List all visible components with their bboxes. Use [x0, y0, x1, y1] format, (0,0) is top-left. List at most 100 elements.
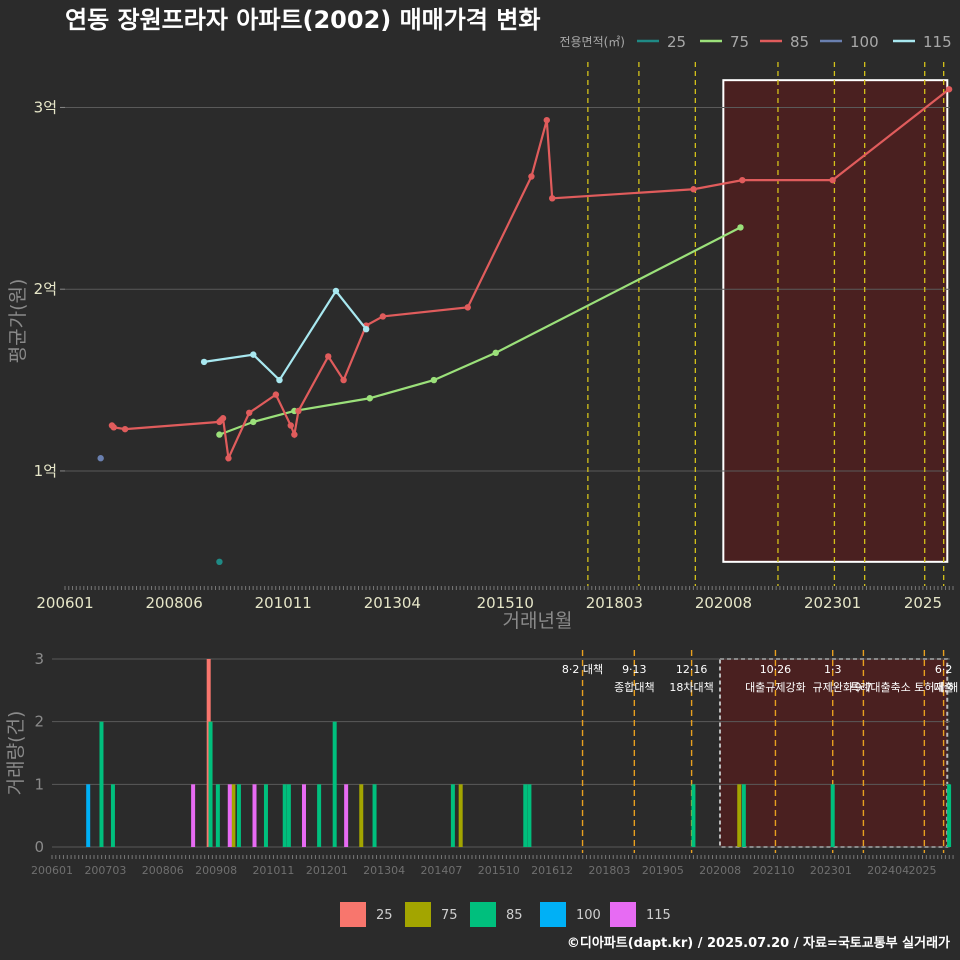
policy-annotation: 8·2 대책: [562, 663, 603, 676]
volume-panel: 0 1 2 3 8·2 대책 9·13 종합대책 12·16 18차대책 10·26 대출규제강화 1…: [5, 650, 958, 877]
volume-x-tick-label: 201803: [588, 864, 630, 877]
data-point-100: [97, 455, 104, 462]
volume-bar-75: [359, 784, 364, 847]
volume-x-tick-label: 200601: [31, 864, 73, 877]
volume-y-axis-title: 거래량(건): [5, 711, 27, 796]
x-tick-label: 200806: [145, 594, 202, 612]
volume-x-tick-label: 201201: [306, 864, 348, 877]
legend-label-25: 25: [667, 33, 686, 51]
y-tick-label: 3억: [34, 98, 57, 116]
legend-label-100: 100: [850, 33, 879, 51]
volume-bar-85: [450, 784, 455, 847]
volume-y-tick-label: 2: [34, 713, 44, 731]
volume-legend-swatch-115: [610, 902, 636, 927]
data-point-85: [225, 455, 232, 462]
policy-annotation: 6·2: [935, 663, 953, 676]
volume-x-tick-label: 202404: [867, 864, 909, 877]
source-caption: ©디아파트(dapt.kr) / 2025.07.20 / 자료=국토교통부 실…: [567, 935, 950, 951]
volume-legend-swatch-25: [340, 902, 366, 927]
volume-legend-swatch-75: [405, 902, 431, 927]
volume-bar-100: [86, 784, 91, 847]
data-point-115: [332, 287, 340, 295]
policy-annotation: 10·26: [760, 663, 792, 676]
data-point-115: [250, 351, 257, 358]
volume-x-tick-label: 201612: [531, 864, 573, 877]
volume-bar-115: [301, 784, 306, 847]
data-point-85: [379, 313, 387, 320]
policy-annotation: 종합대책: [614, 681, 654, 694]
volume-bar-85: [317, 784, 322, 847]
data-point-85: [340, 376, 347, 384]
volume-bar-75: [458, 784, 463, 847]
volume-legend-label-25: 25: [376, 908, 393, 923]
volume-bar-75: [737, 784, 742, 847]
x-tick-label: 202301: [804, 594, 861, 612]
volume-bar-85: [215, 784, 220, 847]
volume-bar-115: [191, 784, 196, 847]
policy-annotation: 1·3: [824, 663, 842, 676]
volume-x-tick-label: 201304: [363, 864, 405, 877]
y-axis-title: 평균가(원): [7, 279, 29, 364]
data-point-85: [528, 173, 535, 180]
y-tick-label: 1억: [34, 462, 57, 480]
volume-bar-115: [227, 784, 232, 847]
x-tick-label: 202008: [695, 594, 752, 612]
data-point-85: [739, 176, 746, 184]
data-point-85: [291, 431, 298, 438]
volume-x-tick-label: 202110: [753, 864, 795, 877]
data-point-75: [250, 418, 257, 426]
x-tick-label: 201510: [477, 594, 534, 612]
volume-bar-85: [527, 784, 532, 847]
volume-legend-label-115: 115: [646, 908, 671, 923]
volume-bar-85: [236, 784, 241, 847]
volume-y-tick-label: 3: [34, 650, 44, 668]
volume-bar-85: [741, 784, 746, 847]
volume-bar-85: [691, 784, 696, 847]
volume-y-tick-label: 0: [34, 838, 44, 856]
volume-bar-75: [231, 784, 236, 847]
data-point-85: [272, 391, 280, 398]
data-point-75: [492, 349, 499, 357]
policy-annotation: 대출규제강화: [745, 681, 806, 694]
volume-bar-85: [947, 784, 952, 847]
legend-label-85: 85: [790, 33, 809, 51]
volume-x-tick-label: 200806: [142, 864, 184, 877]
volume-legend-swatch-85: [470, 902, 496, 927]
volume-bar-85: [99, 721, 104, 847]
volume-x-tick-label: 202301: [810, 864, 852, 877]
policy-annotation: 12·16: [676, 663, 708, 676]
data-point-85: [121, 425, 129, 433]
data-point-75: [216, 431, 223, 438]
y-tick-label: 2억: [34, 280, 57, 298]
price-legend: 전용면적(㎡) 25 75 85 100 115: [559, 33, 951, 51]
volume-bar-115: [344, 784, 349, 847]
volume-bar-85: [110, 784, 115, 847]
volume-bar-85: [523, 784, 528, 847]
legend-title: 전용면적(㎡): [559, 35, 625, 49]
volume-x-tick-label: 2025: [909, 864, 937, 877]
x-tick-label: 200601: [36, 594, 93, 612]
data-point-85: [219, 415, 227, 422]
volume-legend-label-75: 75: [441, 908, 458, 923]
volume-x-tick-label: 200908: [195, 864, 237, 877]
data-point-85: [246, 409, 253, 416]
price-panel: 1억 2억 3억 200601 200806 201011 201304 201510 2018…: [7, 62, 954, 632]
volume-bar-85: [286, 784, 291, 847]
volume-bar-85: [332, 721, 337, 847]
policy-annotation: 대출: [933, 681, 953, 694]
volume-x-tick-label: 201011: [252, 864, 294, 877]
data-point-115: [362, 325, 370, 333]
volume-x-tick-label: 200703: [84, 864, 126, 877]
highlight-box: [722, 79, 949, 563]
legend-label-115: 115: [923, 33, 952, 51]
policy-annotation: 규제완화: [812, 681, 852, 694]
data-point-85: [690, 186, 697, 193]
volume-x-tick-label: 202008: [699, 864, 741, 877]
x-tick-label: 201803: [586, 594, 643, 612]
x-tick-label: 201011: [255, 594, 312, 612]
data-point-85: [325, 353, 332, 360]
volume-x-tick-label: 201905: [642, 864, 684, 877]
policy-annotation: 9·13: [622, 663, 647, 676]
data-point-85: [110, 424, 117, 431]
